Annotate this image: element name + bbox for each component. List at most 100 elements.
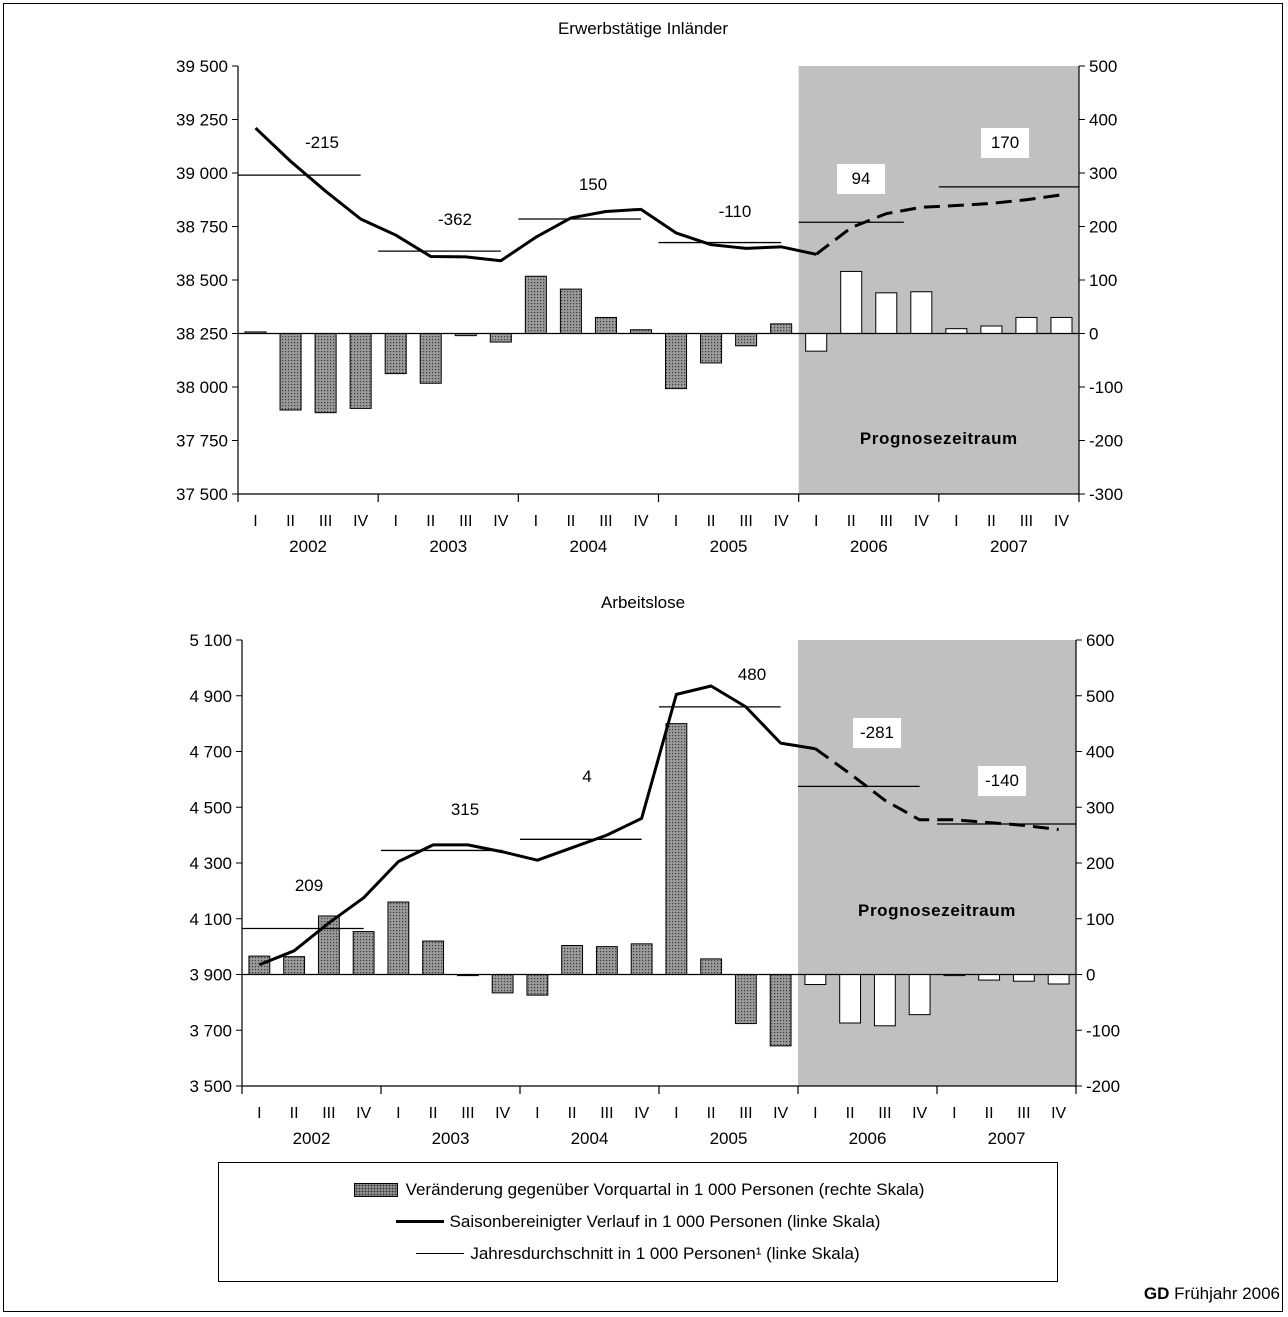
bar-q16: [805, 333, 828, 352]
quarter-label: IV: [495, 1105, 510, 1122]
quarter-label: II: [707, 513, 716, 530]
right-tick-label: 200: [1086, 854, 1114, 873]
bar-q13: [700, 958, 723, 976]
quarter-label: I: [257, 1105, 261, 1122]
quarter-label: II: [426, 513, 435, 530]
quarter-label: I: [535, 1105, 539, 1122]
avg-label-2002: 209: [295, 876, 323, 895]
legend-entry-average: Jahresdurchschnitt in 1 000 Personen¹ (l…: [219, 1239, 1057, 1269]
source-credit: GD Frühjahr 2006: [1144, 1284, 1280, 1304]
legend-line-swatch: [395, 1215, 444, 1229]
avg-label-2005: 480: [738, 665, 766, 684]
quarter-label: III: [1020, 513, 1033, 530]
right-tick-label: 500: [1086, 687, 1114, 706]
quarter-label: II: [846, 1105, 855, 1122]
right-tick-label: 300: [1089, 164, 1117, 183]
avg-label-2005: -110: [719, 202, 752, 221]
right-tick-label: 500: [1089, 57, 1117, 76]
quarter-label: II: [286, 513, 295, 530]
avg-label-2006: 94: [852, 169, 871, 188]
quarter-label: I: [253, 513, 257, 530]
legend-bar-label: Veränderung gegenüber Vorquartal in 1 00…: [405, 1180, 925, 1199]
quarter-label: III: [322, 1105, 335, 1122]
bar-q16: [804, 974, 827, 986]
left-tick-label: 39 500: [176, 57, 228, 76]
bar-q22: [1015, 316, 1038, 335]
quarter-label: II: [987, 513, 996, 530]
left-tick-label: 3 500: [189, 1077, 232, 1096]
bar-q12: [665, 333, 688, 390]
year-label: 2002: [293, 1129, 331, 1148]
bar-q9: [559, 288, 582, 334]
quarter-label: I: [954, 513, 958, 530]
quarter-label: IV: [773, 1105, 788, 1122]
left-tick-label: 37 750: [176, 432, 228, 451]
avg-label-box-2007: [981, 128, 1029, 158]
bar-q19: [910, 291, 933, 334]
quarter-label: III: [461, 1105, 474, 1122]
figure-frame: [3, 3, 1283, 1312]
quarter-label: IV: [353, 513, 368, 530]
bar-q19: [908, 974, 931, 1016]
chart-erwerbstaetige: Prognosezeitraum -215 -362 150 -110 94 170 37 5…: [176, 57, 1123, 556]
avg-label-2002: -215: [305, 133, 339, 152]
bar-q10: [594, 316, 617, 335]
quarter-label: IV: [633, 513, 648, 530]
trend-line-history: [258, 684, 816, 967]
year-label: 2004: [571, 1129, 609, 1148]
legend-line-label: Saisonbereinigter Verlauf in 1 000 Perso…: [449, 1212, 881, 1231]
left-tick-label: 4 700: [189, 743, 232, 762]
quarter-label: I: [813, 1105, 817, 1122]
bar-q12: [665, 723, 688, 975]
legend-average-label: Jahresdurchschnitt in 1 000 Personen¹ (l…: [470, 1244, 860, 1263]
legend-entry-bars: Veränderung gegenüber Vorquartal in 1 00…: [219, 1175, 1057, 1205]
chart-title-bottom: Arbeitslose: [600, 593, 686, 612]
quarter-label: I: [393, 513, 397, 530]
bar-q17: [839, 974, 862, 1024]
trend-line-forecast: [815, 193, 1062, 256]
bar-q23: [1047, 974, 1070, 985]
right-tick-label: 400: [1089, 111, 1117, 130]
bar-q9: [561, 945, 584, 976]
right-tick-label: 300: [1086, 798, 1114, 817]
bar-q18: [873, 974, 896, 1027]
year-label: 2006: [850, 537, 888, 556]
left-tick-label: 38 750: [176, 218, 228, 237]
left-tick-label: 4 100: [189, 910, 232, 929]
avg-label-box-2007: [978, 766, 1026, 796]
quarter-label: IV: [634, 1105, 649, 1122]
credit-text: Frühjahr 2006: [1169, 1284, 1280, 1303]
bar-q1: [283, 956, 306, 976]
legend-bar-swatch: [352, 1183, 400, 1197]
legend-entry-line: Saisonbereinigter Verlauf in 1 000 Perso…: [219, 1207, 1057, 1237]
left-tick-label: 3 900: [189, 966, 232, 985]
avg-label-box-2006: [837, 164, 885, 194]
year-label: 2003: [429, 537, 467, 556]
left-tick-label: 4 500: [189, 798, 232, 817]
right-tick-label: 0: [1086, 966, 1095, 985]
quarter-label: III: [739, 1105, 752, 1122]
quarter-label: IV: [493, 513, 508, 530]
bar-q20: [945, 328, 968, 334]
right-tick-label: 200: [1089, 218, 1117, 237]
quarter-label: IV: [1054, 513, 1069, 530]
bar-q2: [314, 333, 337, 414]
bar-q7: [491, 974, 514, 994]
quarter-label: II: [290, 1105, 299, 1122]
quarter-label: I: [674, 1105, 678, 1122]
bar-q13: [700, 333, 723, 364]
quarter-label: IV: [912, 1105, 927, 1122]
left-tick-label: 4 900: [189, 687, 232, 706]
bar-q14: [734, 974, 757, 1025]
quarter-label: III: [1017, 1105, 1030, 1122]
bar-q11: [630, 943, 653, 975]
avg-label-box-2006: [853, 718, 901, 748]
bar-q21: [980, 325, 1003, 335]
bar-q8: [524, 275, 547, 335]
quarter-label: I: [814, 513, 818, 530]
quarter-label: IV: [1051, 1105, 1066, 1122]
quarter-label: IV: [356, 1105, 371, 1122]
bar-q10: [595, 946, 618, 975]
credit-bold: GD: [1143, 1284, 1170, 1303]
left-tick-label: 37 500: [176, 485, 228, 504]
